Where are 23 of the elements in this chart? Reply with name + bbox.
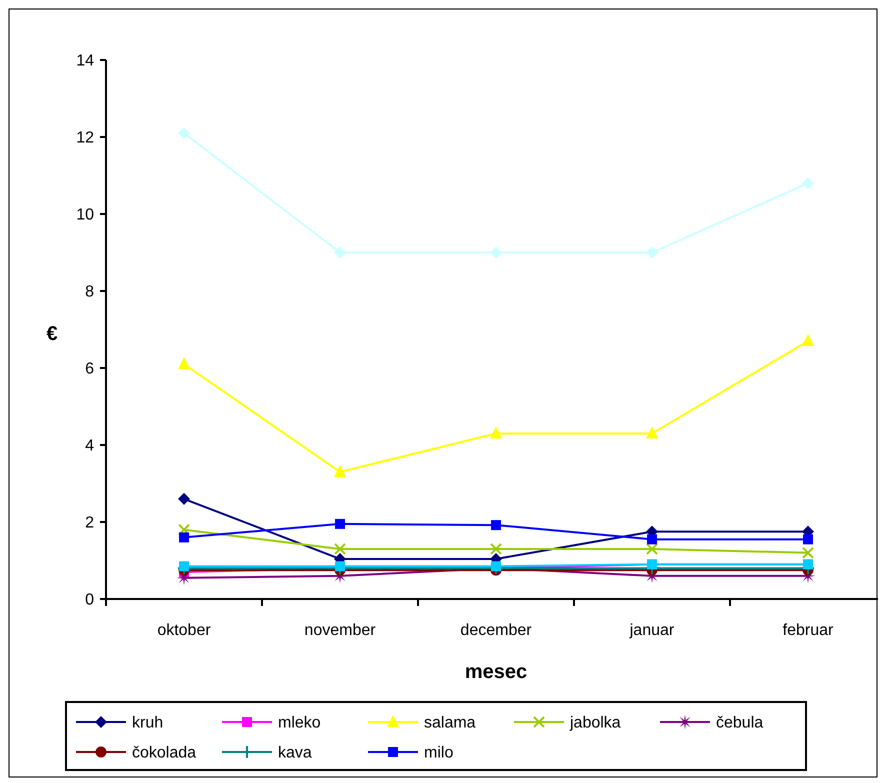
y-tick-label: 10 <box>76 206 94 224</box>
legend-label: čebula <box>716 714 764 732</box>
y-axis-title: € <box>46 323 58 345</box>
legend-label: čokolada <box>132 744 196 762</box>
y-tick-label: 6 <box>85 360 94 378</box>
y-tick-label: 8 <box>85 284 94 301</box>
x-tick-label: januar <box>628 622 675 639</box>
x-tick-label: februar <box>782 622 834 639</box>
y-tick-label: 14 <box>76 52 94 70</box>
x-tick-label: november <box>304 622 376 639</box>
legend-label: salama <box>424 714 476 732</box>
x-tick-label: oktober <box>157 622 212 639</box>
y-tick-label: 12 <box>76 130 94 147</box>
x-axis-title: mesec <box>464 661 528 683</box>
legend-label: kruh <box>132 714 164 732</box>
y-tick-label: 0 <box>85 592 94 609</box>
legend-label: jabolka <box>569 714 621 732</box>
x-tick-label: december <box>460 622 532 639</box>
legend-label: milo <box>424 744 454 762</box>
legend-label: kava <box>278 744 312 762</box>
legend-label: mleko <box>278 714 321 732</box>
y-tick-label: 4 <box>85 438 94 455</box>
y-tick-label: 2 <box>85 514 94 532</box>
